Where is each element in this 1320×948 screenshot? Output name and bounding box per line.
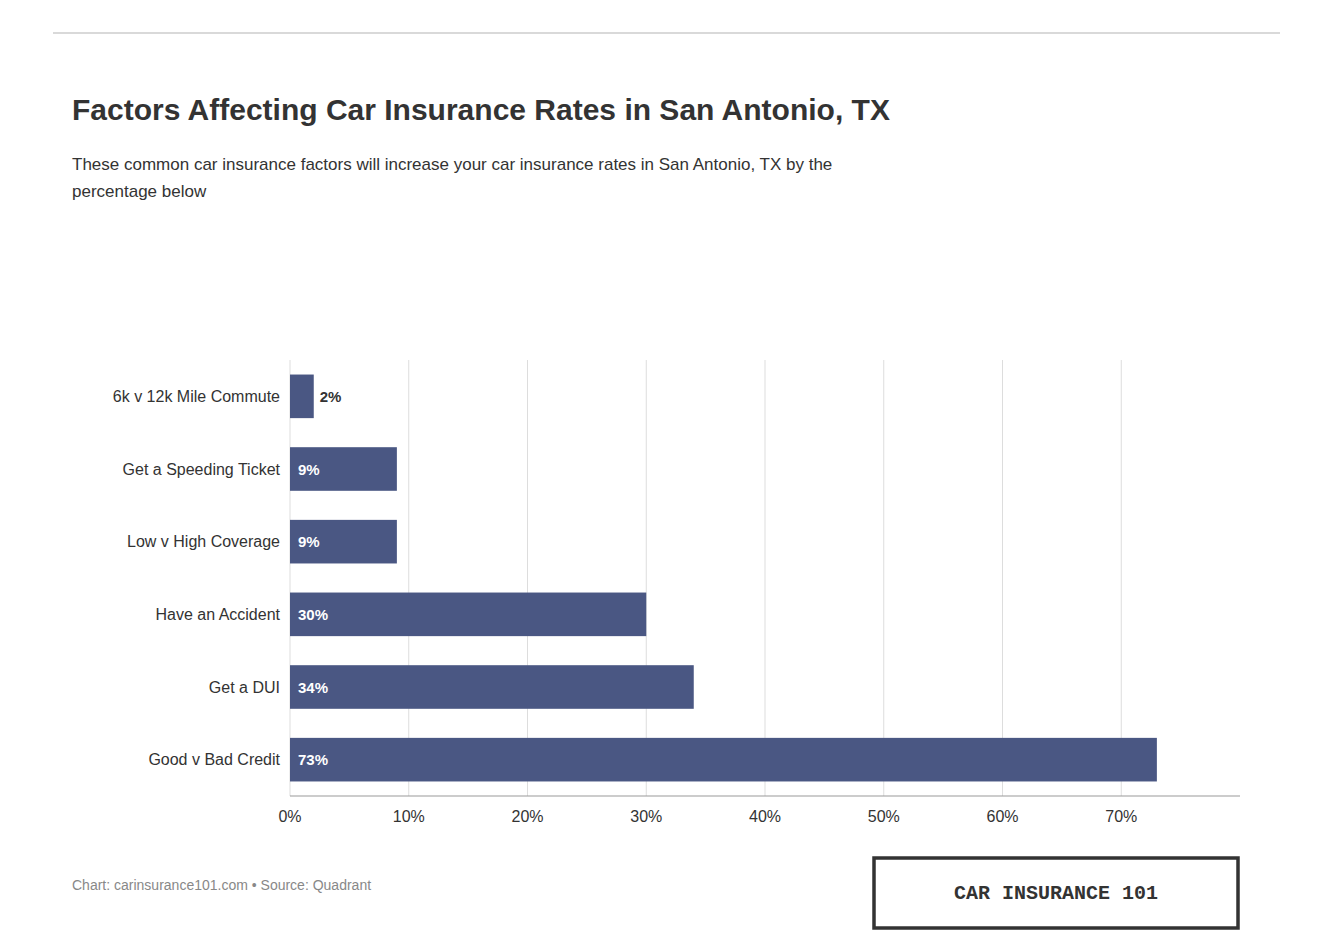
category-label: 6k v 12k Mile Commute	[113, 388, 280, 405]
chart: Factors Affecting Car Insurance Rates in…	[0, 0, 1320, 948]
logo: CAR INSURANCE 101	[874, 858, 1238, 928]
grid-line	[1002, 360, 1003, 796]
grid-line	[883, 360, 884, 796]
logo-box	[874, 858, 1238, 928]
background	[0, 0, 1320, 948]
data-label: 34%	[298, 679, 328, 696]
grid-line	[527, 360, 528, 796]
category-label: Have an Accident	[155, 606, 280, 623]
logo-text: CAR INSURANCE 101	[954, 882, 1158, 905]
y-axis: Good v Bad Credit Get a DUI Have an Accide…	[113, 388, 281, 768]
bar	[290, 738, 1157, 782]
x-tick-label: 60%	[986, 808, 1018, 825]
data-label: 2%	[320, 388, 342, 405]
x-tick-label: 10%	[393, 808, 425, 825]
x-axis-line	[290, 796, 1240, 797]
grid-line	[1121, 360, 1122, 796]
bar	[290, 375, 314, 419]
x-tick-label: 30%	[630, 808, 662, 825]
x-tick-label: 50%	[868, 808, 900, 825]
category-label: Low v High Coverage	[127, 533, 280, 550]
category-label: Get a DUI	[209, 679, 280, 696]
title: Factors Affecting Car Insurance Rates in…	[72, 93, 890, 126]
data-label: 30%	[298, 606, 328, 623]
category-label: Good v Bad Credit	[148, 751, 280, 768]
data-label: 73%	[298, 751, 328, 768]
subtitle-line: percentage below	[72, 182, 207, 201]
grid-line	[290, 360, 291, 796]
top-rule	[53, 32, 1280, 34]
data-label: 9%	[298, 461, 320, 478]
x-tick-label: 40%	[749, 808, 781, 825]
grid	[290, 360, 1121, 796]
bar	[290, 520, 397, 564]
bar	[290, 593, 646, 637]
x-tick-label: 20%	[511, 808, 543, 825]
bar	[290, 665, 694, 709]
x-tick-label: 0%	[278, 808, 301, 825]
grid-line	[646, 360, 647, 796]
subtitle-line: These common car insurance factors will …	[72, 155, 832, 174]
bar	[290, 447, 397, 491]
grid-line	[765, 360, 766, 796]
x-tick-label: 70%	[1105, 808, 1137, 825]
grid-line	[408, 360, 409, 796]
category-label: Get a Speeding Ticket	[123, 461, 281, 478]
data-labels: 73% 34% 30% 9% 9% 2%	[298, 388, 341, 768]
subtitle: These common car insurance factors will …	[72, 155, 832, 201]
x-axis: 0% 10% 20% 30% 40% 50% 60% 70%	[278, 796, 1240, 825]
footer: Chart: carinsurance101.com • Source: Qua…	[72, 877, 371, 893]
data-label: 9%	[298, 533, 320, 550]
bars	[290, 375, 1157, 782]
